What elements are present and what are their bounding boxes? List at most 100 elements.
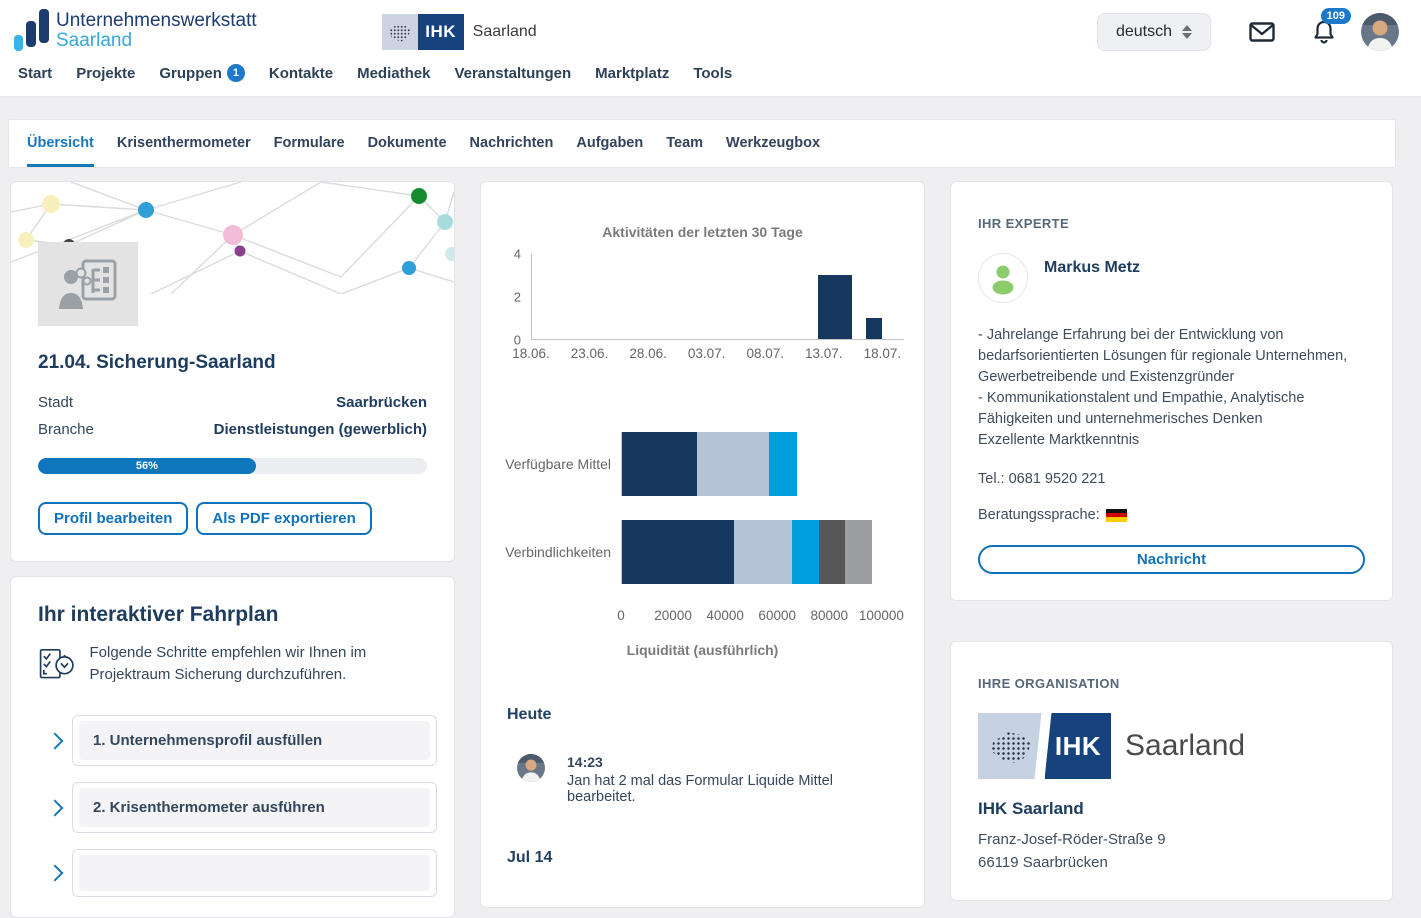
- expert-avatar[interactable]: [978, 253, 1028, 303]
- tab-team[interactable]: Team: [666, 135, 704, 151]
- roadmap-step-label: 1. Unternehmensprofil ausfüllen: [79, 721, 430, 760]
- brand-text: Unternehmenswerkstatt Saarland: [56, 9, 257, 54]
- tab-aufgaben[interactable]: Aufgaben: [576, 135, 644, 151]
- chevron-right-icon[interactable]: [38, 867, 72, 879]
- roadmap-steps: 1. Unternehmensprofil ausfüllen 2. Krisen…: [38, 715, 437, 897]
- tab-übersicht[interactable]: Übersicht: [27, 135, 94, 167]
- y-tick-label: 0: [513, 332, 521, 348]
- chevron-right-icon[interactable]: [38, 735, 72, 747]
- chevron-right-icon[interactable]: [38, 802, 72, 814]
- nav-item-veranstaltungen[interactable]: Veranstaltungen: [454, 65, 571, 82]
- app-logo[interactable]: Unternehmenswerkstatt Saarland: [14, 9, 257, 54]
- stacked-bar-segment: [697, 432, 769, 496]
- expert-description-line: - Jahrelange Erfahrung bei der Entwicklu…: [978, 327, 1348, 386]
- nav-item-mediathek[interactable]: Mediathek: [357, 65, 430, 82]
- tab-nachrichten[interactable]: Nachrichten: [469, 135, 554, 151]
- liquidity-chart-x-axis: 0 20000 40000 60000 80000 100000: [617, 608, 904, 628]
- project-field-row: Branche Dienstleistungen (gewerblich): [38, 421, 427, 438]
- tab-werkzeugbox[interactable]: Werkzeugbox: [726, 135, 821, 151]
- stacked-bar-segment: [791, 520, 820, 584]
- group-count-badge: 1: [226, 64, 245, 82]
- nav-item-label: Gruppen: [159, 64, 222, 82]
- nav-item-start[interactable]: Start: [18, 65, 52, 82]
- project-type-icon: [59, 259, 117, 309]
- nav-item-label: Marktplatz: [595, 64, 670, 82]
- organisation-logo: IHK Saarland: [978, 713, 1365, 780]
- field-value: Saarbrücken: [336, 394, 427, 411]
- organisation-address: Franz-Josef-Röder-Straße 9 66119 Saarbrüc…: [978, 829, 1365, 874]
- feed-entry-text: Jan hat 2 mal das Formular Liquide Mitte…: [567, 773, 833, 805]
- nav-item-kontakte[interactable]: Kontakte: [269, 65, 333, 82]
- user-avatar[interactable]: [1361, 13, 1399, 51]
- stacked-bar: [622, 520, 881, 584]
- messages-icon[interactable]: [1249, 22, 1275, 42]
- stacked-bar-segment: [845, 520, 873, 584]
- notification-count-badge: 109: [1320, 8, 1351, 24]
- tab-dokumente[interactable]: Dokumente: [367, 135, 447, 151]
- brand-title: Unternehmenswerkstatt: [56, 9, 257, 31]
- expert-name: Markus Metz: [1044, 259, 1141, 276]
- project-thumbnail: [38, 242, 138, 326]
- activity-feed: Heute 14:23 Jan hat 2 mal das Formular Liq…: [501, 706, 904, 867]
- nav-item-tools[interactable]: Tools: [693, 65, 732, 82]
- stacked-bar-segment: [819, 520, 846, 584]
- x-tick-label: 03.07.: [687, 346, 726, 361]
- organisation-address-line: 66119 Saarbrücken: [978, 853, 1108, 871]
- x-tick-label: 80000: [810, 608, 849, 623]
- activity-chart: Aktivitäten der letzten 30 Tage 4 2 0 18.0…: [501, 224, 904, 366]
- x-tick-label: 28.06.: [629, 346, 667, 361]
- nav-item-label: Mediathek: [357, 64, 431, 82]
- nav-item-label: Start: [18, 64, 53, 82]
- activity-chart-title: Aktivitäten der letzten 30 Tage: [602, 224, 803, 240]
- project-profile-card: 21.04. Sicherung-Saarland Stadt Saarbrück…: [10, 181, 455, 562]
- als-pdf-exportieren-button[interactable]: Als PDF exportieren: [196, 502, 372, 535]
- main-navigation: Start Projekte Gruppen 1 Kontakte Mediathek Ve…: [0, 64, 1421, 96]
- roadmap-step-label: 2. Krisenthermometer ausführen: [79, 788, 430, 827]
- field-label: Branche: [38, 421, 94, 438]
- activity-overview-card: Aktivitäten der letzten 30 Tage 4 2 0 18.0…: [480, 181, 925, 908]
- ihk-partner-logo: IHK Saarland: [381, 14, 537, 50]
- roadmap-title: Ihr interaktiver Fahrplan: [38, 603, 279, 626]
- roadmap-step-label: [79, 855, 430, 891]
- feed-entry-time: 14:23: [567, 754, 603, 770]
- roadmap-description: Folgende Schritte empfehlen wir Ihnen im…: [89, 644, 367, 683]
- language-selector[interactable]: deutsch: [1096, 13, 1211, 51]
- project-field-row: Stadt Saarbrücken: [38, 394, 427, 411]
- x-tick-label: 13.07.: [805, 346, 843, 361]
- profil-bearbeiten-button[interactable]: Profil bearbeiten: [38, 502, 189, 535]
- nav-item-marktplatz[interactable]: Marktplatz: [595, 65, 669, 82]
- roadmap-step-box[interactable]: [72, 849, 437, 897]
- nav-item-gruppen[interactable]: Gruppen 1: [159, 64, 245, 82]
- expert-card: IHR EXPERTE Markus Metz - Jahrelange Erf…: [950, 181, 1393, 602]
- tab-formulare[interactable]: Formulare: [273, 135, 345, 151]
- expert-section-title: IHR EXPERTE: [978, 216, 1070, 231]
- stacked-bar-segment: [622, 432, 698, 496]
- roadmap-step-box[interactable]: 2. Krisenthermometer ausführen: [72, 782, 437, 833]
- feed-user-avatar: [517, 754, 545, 782]
- project-tab-bar: Übersicht Krisenthermometer Formulare Dokum…: [8, 119, 1396, 168]
- activity-chart-x-axis: 18.06. 23.06. 28.06. 03.07. 08.07. 13.07. 18.0…: [512, 346, 904, 366]
- message-expert-button[interactable]: Nachricht: [978, 545, 1365, 575]
- nav-item-projekte[interactable]: Projekte: [76, 65, 135, 82]
- notifications-icon[interactable]: 109: [1313, 8, 1351, 44]
- liquidity-chart-caption: Liquidität (ausführlich): [626, 642, 779, 658]
- x-tick-label: 18.06.: [512, 346, 550, 361]
- ihk-logo-text: IHK: [417, 14, 464, 50]
- organisation-card: IHRE ORGANISATION IHK Saarland IHK Saarl…: [950, 641, 1393, 902]
- feed-date-heading: Jul 14: [507, 849, 553, 866]
- activity-chart-plot: [531, 254, 904, 340]
- nav-item-label: Tools: [693, 64, 733, 82]
- roadmap-card: Ihr interaktiver Fahrplan Folgende Schri…: [10, 576, 455, 918]
- saarland-map-icon: [381, 14, 418, 50]
- profile-progress-fill: 56%: [38, 458, 256, 474]
- field-value: Dienstleistungen (gewerblich): [213, 421, 427, 438]
- field-label: Stadt: [38, 394, 74, 411]
- organisation-section-title: IHRE ORGANISATION: [978, 676, 1120, 692]
- network-graph-image: [11, 182, 454, 294]
- checklist-clock-icon: [39, 648, 74, 679]
- expert-description-line: - Kommunikationstalent und Empathie, Ana…: [978, 390, 1305, 428]
- liquidity-chart-rows: Verfügbare Mittel Verbindlichkeiten: [501, 432, 904, 584]
- tab-krisenthermometer[interactable]: Krisenthermometer: [116, 135, 251, 151]
- roadmap-step-box[interactable]: 1. Unternehmensprofil ausfüllen: [72, 715, 437, 766]
- feed-date-heading: Heute: [507, 706, 552, 723]
